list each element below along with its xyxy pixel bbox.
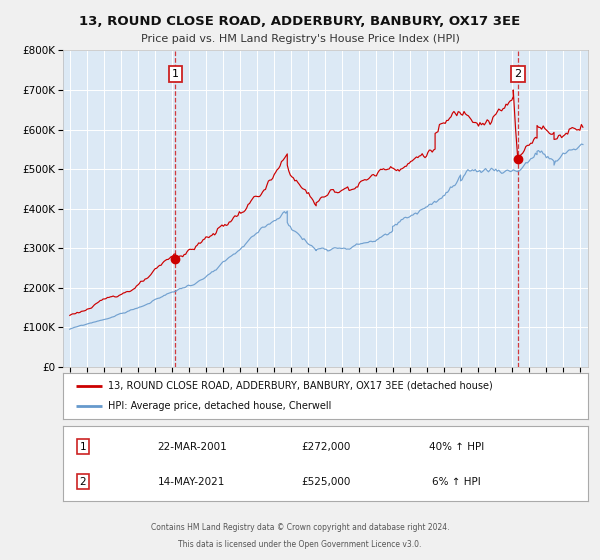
Text: 2: 2 xyxy=(80,477,86,487)
Text: 13, ROUND CLOSE ROAD, ADDERBURY, BANBURY, OX17 3EE (detached house): 13, ROUND CLOSE ROAD, ADDERBURY, BANBURY… xyxy=(107,381,493,391)
Text: Price paid vs. HM Land Registry's House Price Index (HPI): Price paid vs. HM Land Registry's House … xyxy=(140,34,460,44)
Text: 1: 1 xyxy=(172,69,179,79)
Text: HPI: Average price, detached house, Cherwell: HPI: Average price, detached house, Cher… xyxy=(107,401,331,411)
Text: This data is licensed under the Open Government Licence v3.0.: This data is licensed under the Open Gov… xyxy=(178,540,422,549)
Text: £272,000: £272,000 xyxy=(301,442,350,452)
Text: Contains HM Land Registry data © Crown copyright and database right 2024.: Contains HM Land Registry data © Crown c… xyxy=(151,523,449,532)
Text: 2: 2 xyxy=(514,69,521,79)
Text: 6% ↑ HPI: 6% ↑ HPI xyxy=(433,477,481,487)
Text: 1: 1 xyxy=(80,442,86,452)
Text: £525,000: £525,000 xyxy=(301,477,350,487)
Text: 13, ROUND CLOSE ROAD, ADDERBURY, BANBURY, OX17 3EE: 13, ROUND CLOSE ROAD, ADDERBURY, BANBURY… xyxy=(79,15,521,28)
Text: 22-MAR-2001: 22-MAR-2001 xyxy=(157,442,227,452)
Text: 14-MAY-2021: 14-MAY-2021 xyxy=(157,477,225,487)
Text: 40% ↑ HPI: 40% ↑ HPI xyxy=(429,442,484,452)
